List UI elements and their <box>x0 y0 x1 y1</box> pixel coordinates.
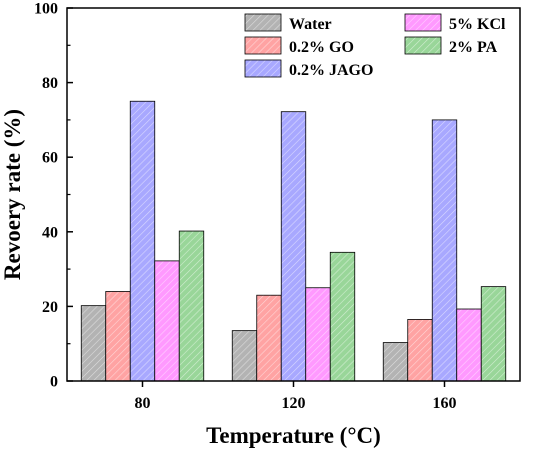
y-tick-label: 60 <box>42 150 58 167</box>
legend-item-2-pa: 2% PA <box>404 36 498 56</box>
legend-item-5-kcl: 5% KCl <box>404 13 506 33</box>
y-tick-label: 40 <box>42 224 58 241</box>
bars <box>80 100 507 382</box>
y-axis-label: Revoery rate (%) <box>0 109 25 280</box>
bar-2-pa-160 <box>480 286 507 382</box>
legend-label: 2% PA <box>449 39 498 56</box>
bar-0-2-jago-160 <box>431 119 458 382</box>
y-tick-label: 20 <box>42 299 58 316</box>
x-tick-label: 160 <box>433 395 457 412</box>
legend-swatch <box>404 36 442 55</box>
bar-0-2-go-160 <box>407 319 433 382</box>
y-tick-label: 100 <box>34 1 58 18</box>
legend-swatch <box>244 59 282 78</box>
legend-label: 0.2% JAGO <box>289 62 373 79</box>
legend-swatch <box>244 13 282 32</box>
x-tick-label: 80 <box>135 395 151 412</box>
legend-item-water: Water <box>244 13 332 33</box>
x-axis-label: Temperature (°C) <box>206 423 381 448</box>
bar-water-80 <box>80 305 107 382</box>
legend-label: Water <box>289 16 332 33</box>
legend-label: 5% KCl <box>449 16 506 33</box>
bar-5-kcl-120 <box>305 287 331 382</box>
bar-2-pa-120 <box>329 251 356 382</box>
bar-5-kcl-80 <box>154 260 180 382</box>
bar-5-kcl-160 <box>456 308 482 382</box>
legend-swatch <box>244 36 282 55</box>
y-tick-label: 0 <box>50 374 58 391</box>
bar-0-2-go-80 <box>105 291 131 382</box>
bar-0-2-go-120 <box>256 294 282 382</box>
legend: Water 0.2% GO 0.2% JAGO 5% KCl 2% PA <box>244 13 506 79</box>
legend-label: 0.2% GO <box>289 39 354 56</box>
x-tick-label: 120 <box>282 395 306 412</box>
bar-water-160 <box>382 342 409 382</box>
bar-water-120 <box>231 330 258 382</box>
y-tick-label: 80 <box>42 75 58 92</box>
legend-swatch <box>404 13 442 32</box>
legend-item-0-2-jago: 0.2% JAGO <box>244 59 373 79</box>
bar-2-pa-80 <box>178 230 205 382</box>
bar-0-2-jago-80 <box>129 100 156 382</box>
legend-item-0-2-go: 0.2% GO <box>244 36 354 56</box>
axis-ticks: 0 20 40 60 80 100 80 120 160 <box>34 1 457 413</box>
bar-0-2-jago-120 <box>280 111 307 382</box>
